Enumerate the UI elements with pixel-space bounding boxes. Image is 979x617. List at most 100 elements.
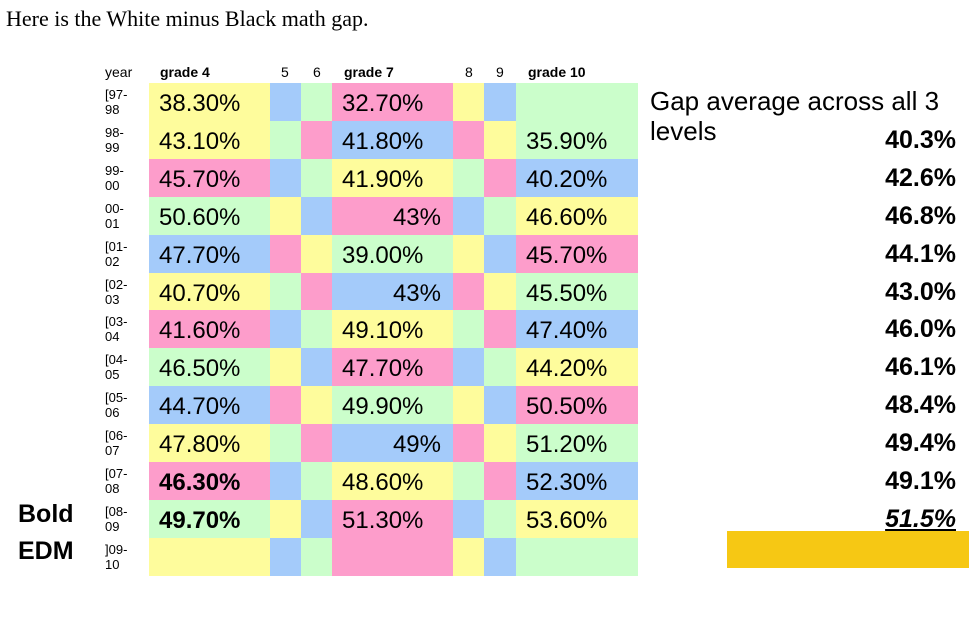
table-cell	[149, 499, 270, 539]
value-grade-4: 43.10%	[159, 127, 241, 155]
table-cell	[453, 234, 484, 273]
highlight-box	[727, 531, 969, 568]
table-cell	[484, 348, 516, 387]
value-grade-4: 40.70%	[159, 279, 241, 307]
table-cell	[270, 462, 301, 501]
table-cell	[484, 234, 516, 273]
value-grade-4: 46.30%	[159, 469, 241, 496]
gap-average-value: 42.6%	[885, 163, 956, 192]
table-cell	[149, 83, 270, 122]
gap-average-value: 48.4%	[885, 391, 956, 420]
value-grade-10: 47.40%	[526, 317, 608, 345]
value-grade-4: 49.70%	[159, 506, 241, 534]
value-grade-4: 41.60%	[159, 317, 241, 345]
table-cell	[270, 83, 301, 122]
table-cell	[516, 424, 638, 463]
table-cell	[453, 462, 484, 501]
table-cell	[149, 158, 270, 198]
table-cell	[516, 196, 638, 236]
year-label: [03- 04	[105, 314, 128, 345]
table-cell	[484, 83, 516, 122]
value-grade-10: 52.30%	[526, 469, 608, 496]
value-grade-4: 50.60%	[159, 203, 241, 231]
gap-average-value: 46.0%	[885, 315, 956, 344]
table-cell	[270, 272, 301, 311]
table-cell	[453, 158, 484, 198]
year-label: [04- 05	[105, 352, 128, 383]
table-cell	[453, 424, 484, 463]
table-cell	[149, 348, 270, 387]
gap-average-value: 44.1%	[885, 239, 956, 268]
table-cell	[516, 272, 638, 311]
value-grade-10: 35.90%	[526, 127, 608, 155]
gap-average-value: 46.8%	[885, 201, 956, 230]
value-grade-7: 39.00%	[342, 241, 424, 269]
value-grade-7: 41.90%	[342, 165, 424, 193]
value-grade-7: 49%	[392, 431, 441, 459]
table-cell	[484, 462, 516, 501]
year-label: [08- 09	[105, 503, 128, 534]
table-cell	[270, 386, 301, 425]
table-cell	[301, 499, 332, 539]
table-cell	[301, 196, 332, 236]
year-label: [97- 98	[105, 87, 128, 117]
table-cell	[516, 234, 638, 273]
table-cell	[332, 386, 453, 425]
table-cell	[484, 386, 516, 425]
table-cell	[453, 120, 484, 160]
table-cell	[332, 499, 453, 539]
table-cell	[484, 196, 516, 236]
table-cell	[484, 424, 516, 463]
value-grade-10: 45.50%	[526, 279, 608, 307]
table-cell	[516, 120, 638, 160]
year-label: [07- 08	[105, 466, 128, 496]
table-cell	[270, 234, 301, 273]
table-cell	[149, 462, 270, 501]
value-grade-4: 38.30%	[159, 90, 241, 117]
gap-average-value: 40.3%	[885, 125, 956, 154]
table-cell	[453, 499, 484, 539]
side-label-bold: Bold	[18, 500, 74, 528]
value-grade-7: 41.80%	[342, 127, 424, 155]
year-label: [02- 03	[105, 276, 128, 307]
header-grade-7: grade 7	[344, 64, 394, 80]
value-grade-7: 49.90%	[342, 393, 424, 421]
table-cell	[332, 120, 453, 160]
value-grade-10: 53.60%	[526, 506, 608, 534]
table-cell	[301, 120, 332, 160]
table-cell	[332, 272, 453, 311]
table-cell	[332, 424, 453, 463]
gap-average-value: 46.1%	[885, 353, 956, 382]
gap-average-header: Gap average across all 3 levels	[650, 86, 940, 146]
table-cell	[149, 310, 270, 349]
table-cell	[516, 499, 638, 539]
table-cell	[149, 386, 270, 425]
value-grade-10: 50.50%	[526, 393, 608, 421]
table-cell	[270, 120, 301, 160]
value-grade-10: 45.70%	[526, 241, 608, 269]
year-label: ]09- 10	[105, 541, 128, 572]
table-cell	[149, 234, 270, 273]
gap-average-value: 49.1%	[885, 467, 956, 495]
table-cell	[270, 424, 301, 463]
table-cell	[332, 348, 453, 387]
table-cell	[484, 499, 516, 539]
intro-text: Here is the White minus Black math gap.	[6, 6, 369, 31]
header-col-8: 8	[465, 64, 473, 80]
value-grade-7: 43%	[392, 279, 441, 307]
table-cell	[484, 272, 516, 311]
header-grade-4: grade 4	[160, 64, 210, 80]
value-grade-7: 47.70%	[342, 355, 424, 383]
header-year: year	[105, 64, 133, 80]
value-grade-7: 49.10%	[342, 317, 424, 345]
year-label: 98- 99	[105, 124, 124, 155]
value-grade-4: 44.70%	[159, 393, 241, 421]
table-cell	[270, 348, 301, 387]
value-grade-10: 44.20%	[526, 355, 608, 383]
header-grade-10: grade 10	[528, 64, 586, 80]
table-cell	[301, 462, 332, 501]
table-cell	[149, 196, 270, 236]
table-cell	[332, 83, 453, 122]
table-cell	[453, 196, 484, 236]
table-cell	[301, 234, 332, 273]
